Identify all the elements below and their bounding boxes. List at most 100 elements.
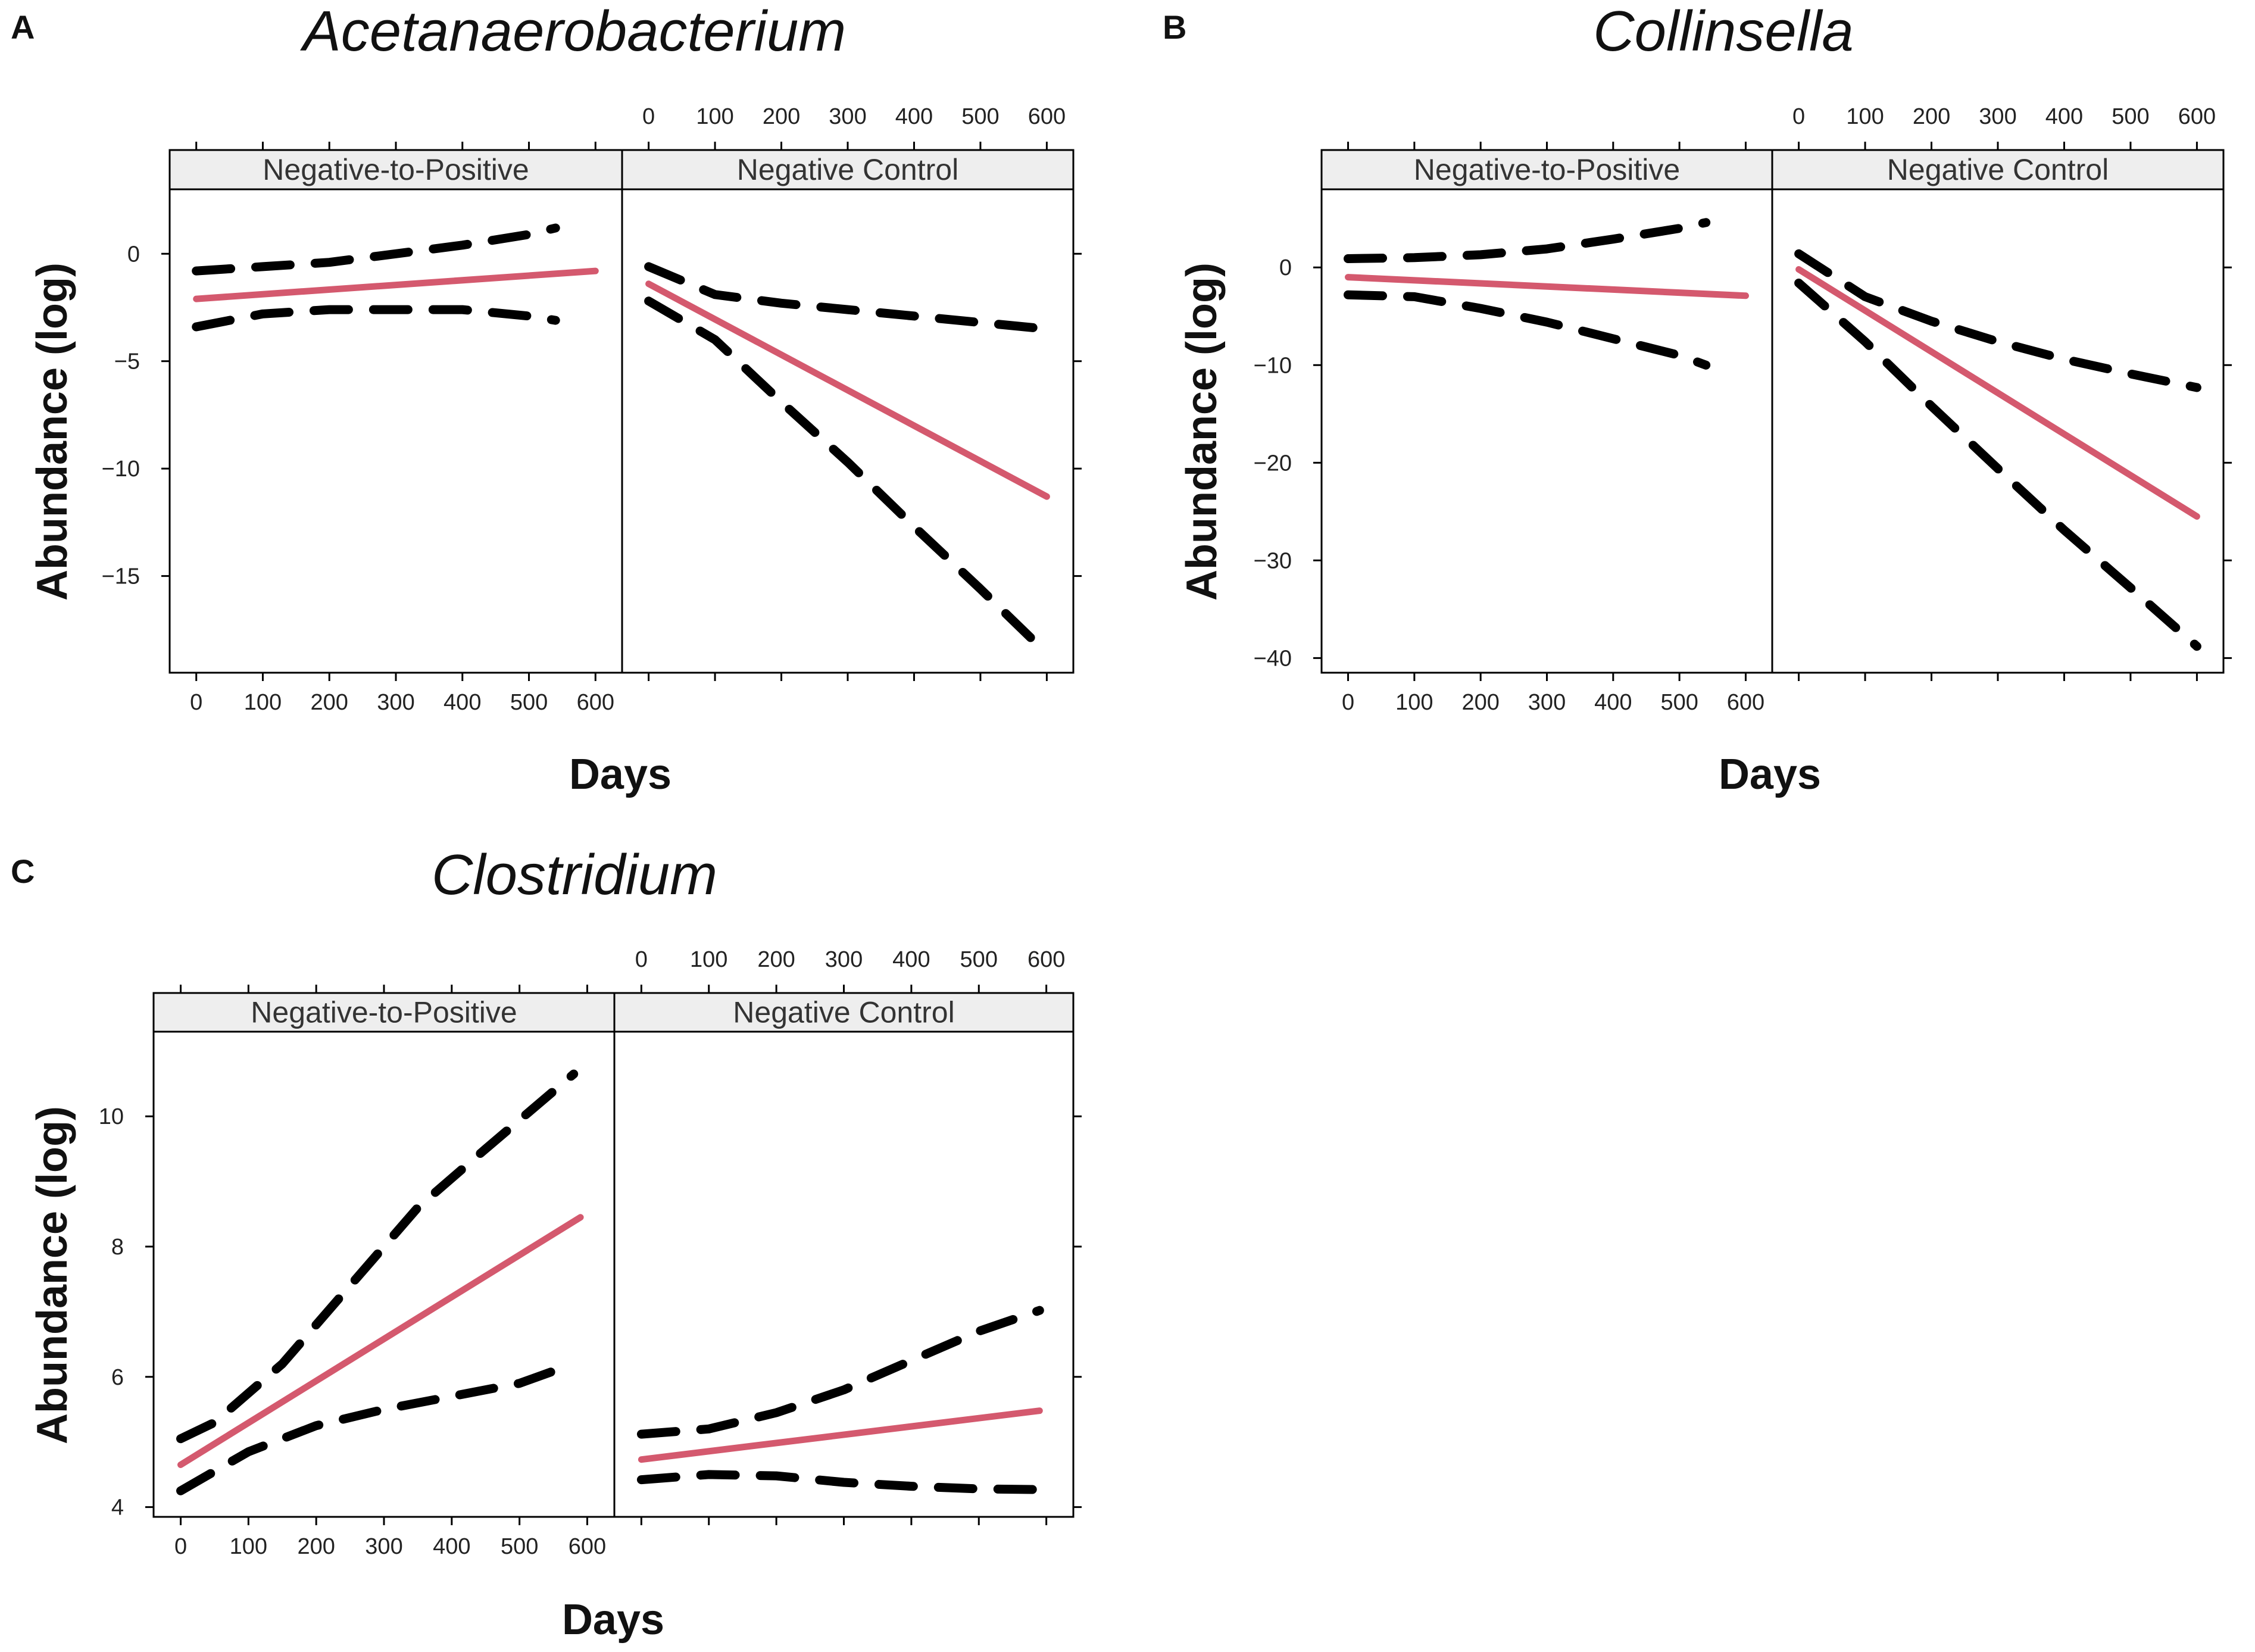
- x-tick-label-b-p1: 300: [1528, 690, 1566, 715]
- panel-frame-b-1: [1320, 188, 1773, 674]
- series-lower-c-p1: [176, 1359, 579, 1495]
- y-tick-label-c: 10: [99, 1104, 124, 1129]
- series-upper-a-p1: [192, 223, 560, 276]
- x-tick-label-a-p1: 200: [311, 690, 348, 715]
- x-tick-label-c-p2: 400: [892, 947, 930, 972]
- x-tick-label-b-p2: 400: [2045, 104, 2083, 129]
- y-tick-label-b: −20: [1254, 451, 1292, 476]
- figure-b: B Collinsella Abundance (log) Days Negat…: [1163, 0, 2232, 798]
- series-lower-c-p2: [636, 1470, 1044, 1494]
- series-lower-a-p1: [192, 305, 560, 332]
- x-tick-label-c-p1: 400: [433, 1534, 470, 1559]
- y-tick-label-c: 6: [111, 1365, 124, 1390]
- panel-letter-b: B: [1163, 8, 1186, 46]
- panel-frame-a-1: [168, 188, 623, 674]
- x-tick-label-b-p2: 0: [1792, 104, 1805, 129]
- series-fit-c-p2: [638, 1407, 1043, 1463]
- series-upper-c-p2: [636, 1306, 1044, 1439]
- x-tick-label-c-p2: 500: [960, 947, 998, 972]
- figure-a: A Acetanaerobacterium Abundance (log) Da…: [11, 0, 1082, 798]
- chart-title-a: Acetanaerobacterium: [300, 0, 847, 63]
- panel-frame-c-2: [613, 1030, 1075, 1518]
- panel-frame-b-2: [1771, 188, 2225, 674]
- y-tick-label-a: 0: [127, 242, 140, 267]
- x-tick-label-c-p1: 200: [297, 1534, 335, 1559]
- series-fit-a-p1: [193, 267, 599, 302]
- x-tick-label-a-p1: 400: [443, 690, 481, 715]
- series-lower-b-p1: [1344, 290, 1711, 370]
- y-axis-label-c: Abundance (log): [29, 1106, 76, 1444]
- x-tick-label-c-p2: 200: [757, 947, 795, 972]
- x-tick-label-b-p1: 400: [1594, 690, 1632, 715]
- x-tick-label-c-p1: 0: [174, 1534, 187, 1559]
- y-tick-label-b: 0: [1279, 255, 1292, 280]
- strip-a-1: [168, 149, 623, 191]
- panel-frame-a-2: [621, 188, 1075, 674]
- y-tick-label-b: −30: [1254, 548, 1292, 573]
- y-tick-label-a: −15: [102, 564, 140, 589]
- series-fit-b-p2: [1795, 266, 2200, 520]
- series-upper-b-p2: [1794, 249, 2201, 392]
- x-tick-label-b-p1: 0: [1342, 690, 1354, 715]
- x-tick-label-c-p2: 100: [690, 947, 727, 972]
- y-tick-label-b: −10: [1254, 353, 1292, 378]
- strip-label-b-1: Negative-to-Positive: [1414, 153, 1680, 186]
- series-lower-b-p2: [1794, 279, 2201, 651]
- chart-title-c: Clostridium: [432, 843, 717, 907]
- x-tick-label-b-p1: 500: [1660, 690, 1698, 715]
- y-tick-label-a: −10: [102, 457, 140, 482]
- x-tick-label-a-p2: 500: [961, 104, 999, 129]
- x-tick-label-b-p2: 200: [1913, 104, 1950, 129]
- x-tick-label-b-p2: 100: [1846, 104, 1884, 129]
- strip-label-a-1: Negative-to-Positive: [263, 153, 529, 186]
- x-tick-label-c-p1: 500: [501, 1534, 538, 1559]
- chart-title-b: Collinsella: [1593, 0, 1854, 63]
- x-tick-label-a-p2: 600: [1028, 104, 1066, 129]
- x-tick-label-b-p1: 600: [1727, 690, 1764, 715]
- chart-b-plot-area: Negative-to-Positive Negative Control 0 0 10…: [1254, 104, 2232, 715]
- x-tick-label-a-p2: 300: [829, 104, 866, 129]
- series-lower-a-p2: [644, 296, 1051, 658]
- y-axis-label-b: Abundance (log): [1178, 263, 1226, 601]
- chart-a-plot-area: Negative-to-Positive Negative Control 0 0 10…: [102, 104, 1082, 715]
- figure-c: C Clostridium Abundance (log) Days Negat…: [11, 843, 1082, 1644]
- y-tick-label-b: −40: [1254, 646, 1292, 671]
- x-tick-label-b-p2: 600: [2178, 104, 2216, 129]
- x-tick-label-c-p1: 300: [365, 1534, 402, 1559]
- x-tick-label-a-p1: 100: [244, 690, 282, 715]
- x-tick-label-b-p2: 500: [2112, 104, 2149, 129]
- series-fit-a-p2: [645, 280, 1050, 500]
- x-tick-label-a-p1: 300: [377, 690, 414, 715]
- series-fit-c-p1: [177, 1214, 584, 1468]
- y-tick-label-c: 8: [111, 1235, 124, 1260]
- x-tick-label-c-p1: 100: [230, 1534, 267, 1559]
- x-axis-label-c: Days: [562, 1596, 664, 1644]
- strip-a-2: [621, 149, 1075, 191]
- x-tick-label-a-p2: 400: [895, 104, 933, 129]
- panel-letter-c: C: [11, 852, 35, 890]
- series-upper-b-p1: [1344, 218, 1711, 263]
- strip-c-1: [152, 992, 616, 1033]
- x-tick-label-a-p1: 600: [577, 690, 614, 715]
- y-tick-label-a: −5: [114, 349, 140, 374]
- chart-c-plot-area: Negative-to-Positive Negative Control 0 0 10…: [99, 947, 1082, 1559]
- x-tick-label-c-p2: 300: [825, 947, 863, 972]
- x-axis-label-a: Days: [569, 751, 671, 798]
- panel-letter-a: A: [11, 8, 35, 46]
- x-tick-label-a-p2: 100: [696, 104, 733, 129]
- x-tick-label-a-p1: 500: [510, 690, 548, 715]
- x-tick-label-a-p1: 0: [190, 690, 202, 715]
- x-tick-label-c-p1: 600: [569, 1534, 606, 1559]
- x-tick-label-a-p2: 0: [642, 104, 655, 129]
- series-fit-b-p1: [1345, 274, 1749, 299]
- strip-label-c-1: Negative-to-Positive: [251, 996, 517, 1029]
- y-axis-label-a: Abundance (log): [29, 263, 76, 601]
- x-tick-label-b-p1: 100: [1395, 690, 1433, 715]
- strip-label-c-2: Negative Control: [733, 996, 954, 1029]
- y-tick-label-c: 4: [111, 1495, 124, 1520]
- series-upper-c-p1: [176, 1069, 579, 1444]
- x-tick-label-b-p2: 300: [1979, 104, 2016, 129]
- strip-label-a-2: Negative Control: [737, 153, 958, 186]
- x-axis-label-b: Days: [1719, 751, 1821, 798]
